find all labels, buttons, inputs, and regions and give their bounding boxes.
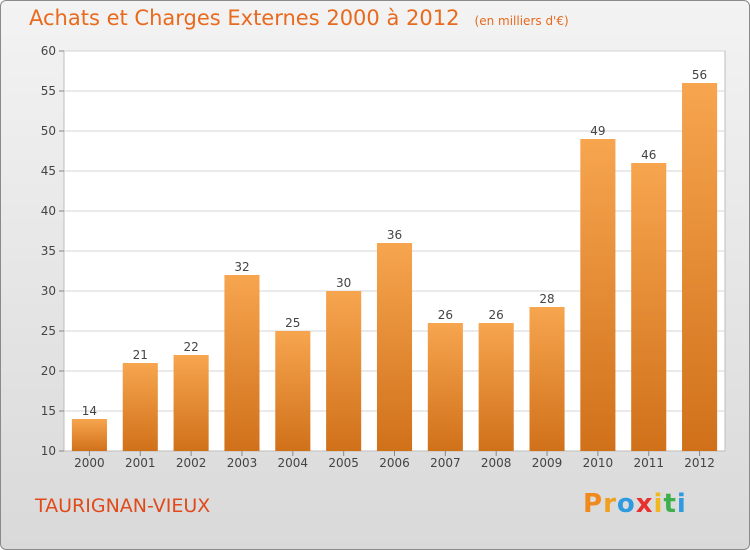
- bar-2001: [122, 363, 158, 451]
- y-tick-label: 55: [41, 84, 56, 98]
- data-label-2010: 49: [590, 124, 605, 138]
- y-tick-label: 50: [41, 124, 56, 138]
- data-label-2008: 26: [489, 308, 504, 322]
- bar-2011: [631, 163, 667, 451]
- bar-2012: [682, 83, 718, 451]
- title-row: Achats et Charges Externes 2000 à 2012 (…: [29, 6, 569, 30]
- bar-2004: [275, 331, 311, 451]
- logo-letter: t: [663, 489, 677, 519]
- data-label-2000: 14: [82, 404, 97, 418]
- data-label-2007: 26: [438, 308, 453, 322]
- data-label-2004: 25: [285, 316, 300, 330]
- y-tick-label: 45: [41, 164, 56, 178]
- bar-2006: [376, 243, 413, 451]
- data-label-2002: 22: [183, 340, 198, 354]
- logo-letter: i: [653, 489, 664, 519]
- x-axis-ticks: 2000 2001 2002 2003 2004 2005 2006 2007 2008 2009…: [74, 451, 715, 470]
- x-tick-label-2005: 2005: [328, 456, 359, 470]
- x-tick-label-2011: 2011: [633, 456, 664, 470]
- commune-name: TAURIGNAN-VIEUX: [35, 495, 211, 517]
- data-labels: 14 21 22 32 25 30 36 26 26 28 49 46 56: [82, 68, 707, 418]
- bar-2002: [173, 355, 209, 451]
- x-tick-label-2008: 2008: [481, 456, 512, 470]
- x-tick-label-2002: 2002: [176, 456, 207, 470]
- x-tick-label-2001: 2001: [125, 456, 156, 470]
- data-label-2001: 21: [133, 348, 148, 362]
- chart-unit-note: (en milliers d'€): [474, 14, 569, 28]
- bar-2008: [478, 323, 514, 451]
- bar-2010: [580, 139, 616, 451]
- chart-title: Achats et Charges Externes 2000 à 2012: [29, 6, 460, 30]
- x-tick-label-2004: 2004: [278, 456, 309, 470]
- y-axis-ticks: 10 15 20 25 30 35 40 45 50 55 60: [41, 44, 64, 458]
- data-label-2011: 46: [641, 148, 656, 162]
- data-label-2009: 28: [539, 292, 554, 306]
- y-tick-label: 25: [41, 324, 56, 338]
- logo-letter: x: [635, 489, 654, 519]
- x-tick-label-2012: 2012: [684, 456, 715, 470]
- x-tick-label-2003: 2003: [227, 456, 258, 470]
- y-tick-label: 30: [41, 284, 56, 298]
- logo-letter: P: [583, 489, 604, 519]
- logo-letter: r: [603, 489, 617, 519]
- y-tick-label: 35: [41, 244, 56, 258]
- x-tick-label-2009: 2009: [532, 456, 563, 470]
- logo-letter: o: [616, 489, 636, 519]
- data-label-2006: 36: [387, 228, 402, 242]
- bar-2007: [427, 323, 463, 451]
- x-tick-label-2006: 2006: [379, 456, 410, 470]
- data-label-2012: 56: [692, 68, 707, 82]
- bar-2003: [224, 275, 260, 451]
- proxiti-logo: Proxiti: [583, 489, 687, 519]
- x-tick-label-2007: 2007: [430, 456, 461, 470]
- bars: [71, 83, 718, 451]
- logo-letter: i: [676, 489, 687, 519]
- bar-2000: [71, 419, 107, 451]
- data-label-2005: 30: [336, 276, 351, 290]
- y-tick-label: 15: [41, 404, 56, 418]
- x-tick-label-2010: 2010: [583, 456, 614, 470]
- y-tick-label: 60: [41, 44, 56, 58]
- x-tick-label-2000: 2000: [74, 456, 105, 470]
- y-tick-label: 10: [41, 444, 56, 458]
- y-tick-label: 20: [41, 364, 56, 378]
- data-label-2003: 32: [234, 260, 249, 274]
- bar-2009: [529, 307, 565, 451]
- bar-2005: [326, 291, 362, 451]
- y-tick-label: 40: [41, 204, 56, 218]
